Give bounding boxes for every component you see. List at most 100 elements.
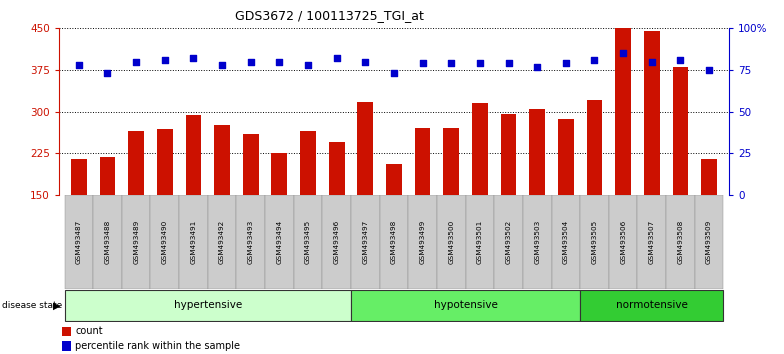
Text: count: count [75, 326, 103, 336]
Text: GSM493502: GSM493502 [506, 219, 511, 264]
Point [330, 56, 343, 61]
Bar [122, 195, 151, 289]
Point [216, 62, 228, 68]
Point [388, 70, 401, 76]
Text: GSM493488: GSM493488 [104, 219, 111, 264]
Bar [523, 195, 551, 289]
Text: GSM493503: GSM493503 [534, 219, 540, 264]
Point [617, 51, 630, 56]
Bar [586, 101, 602, 278]
Bar [63, 327, 71, 336]
Bar [151, 195, 179, 289]
Text: GSM493504: GSM493504 [563, 219, 569, 264]
Point [445, 61, 458, 66]
Bar [63, 341, 71, 351]
Bar [615, 28, 631, 278]
Text: GSM493491: GSM493491 [191, 219, 197, 264]
Bar [71, 159, 87, 278]
Bar [157, 129, 172, 278]
Point [531, 64, 543, 69]
Text: ▶: ▶ [53, 300, 60, 310]
Text: GSM493494: GSM493494 [277, 219, 282, 264]
Bar [408, 195, 437, 289]
Bar [186, 115, 201, 278]
Text: GSM493505: GSM493505 [591, 219, 597, 264]
Point [503, 61, 515, 66]
Bar [100, 157, 115, 278]
Text: GSM493506: GSM493506 [620, 219, 626, 264]
Bar [379, 195, 408, 289]
Bar [415, 128, 430, 278]
Bar [129, 131, 144, 278]
Bar [673, 67, 688, 278]
Point [674, 57, 687, 63]
Bar [558, 119, 574, 278]
Point [560, 61, 572, 66]
Bar [271, 153, 287, 278]
Text: normotensive: normotensive [616, 300, 688, 310]
Bar [580, 195, 609, 289]
Bar [494, 195, 523, 289]
Text: hypotensive: hypotensive [434, 300, 498, 310]
Text: GSM493490: GSM493490 [162, 219, 168, 264]
Text: GSM493507: GSM493507 [649, 219, 655, 264]
Text: GSM493497: GSM493497 [362, 219, 368, 264]
Bar [580, 290, 724, 321]
Text: percentile rank within the sample: percentile rank within the sample [75, 341, 241, 351]
Bar [466, 195, 494, 289]
Text: GSM493509: GSM493509 [706, 219, 712, 264]
Text: GSM493493: GSM493493 [248, 219, 254, 264]
Text: GSM493499: GSM493499 [419, 219, 426, 264]
Text: GSM493496: GSM493496 [334, 219, 339, 264]
Bar [386, 164, 402, 278]
Point [158, 57, 171, 63]
Bar [472, 103, 488, 278]
Bar [351, 195, 379, 289]
Point [416, 61, 429, 66]
Bar [501, 114, 517, 278]
Bar [265, 195, 294, 289]
Bar [93, 195, 122, 289]
Bar [644, 31, 659, 278]
Point [302, 62, 314, 68]
Point [273, 59, 285, 64]
Bar [237, 195, 265, 289]
Bar [351, 290, 580, 321]
Bar [294, 195, 322, 289]
Text: GSM493489: GSM493489 [133, 219, 139, 264]
Bar [322, 195, 351, 289]
Point [359, 59, 372, 64]
Point [187, 56, 200, 61]
Text: GSM493508: GSM493508 [677, 219, 684, 264]
Bar [243, 134, 259, 278]
Bar [551, 195, 580, 289]
Text: GSM493495: GSM493495 [305, 219, 311, 264]
Bar [609, 195, 637, 289]
Point [101, 70, 114, 76]
Point [702, 67, 715, 73]
Bar [300, 131, 316, 278]
Bar [358, 102, 373, 278]
Bar [637, 195, 666, 289]
Bar [179, 195, 208, 289]
Point [245, 59, 257, 64]
Text: GSM493500: GSM493500 [448, 219, 454, 264]
Text: GSM493492: GSM493492 [219, 219, 225, 264]
Bar [208, 195, 237, 289]
Bar [695, 195, 724, 289]
Bar [444, 128, 459, 278]
Bar [328, 142, 344, 278]
Bar [214, 125, 230, 278]
Text: GSM493498: GSM493498 [391, 219, 397, 264]
Point [73, 62, 85, 68]
Point [588, 57, 601, 63]
Point [474, 61, 486, 66]
Text: GSM493501: GSM493501 [477, 219, 483, 264]
Point [130, 59, 143, 64]
Text: hypertensive: hypertensive [173, 300, 242, 310]
Bar [437, 195, 466, 289]
Bar [529, 109, 545, 278]
Bar [666, 195, 695, 289]
Text: disease state: disease state [2, 301, 62, 310]
Point [645, 59, 658, 64]
